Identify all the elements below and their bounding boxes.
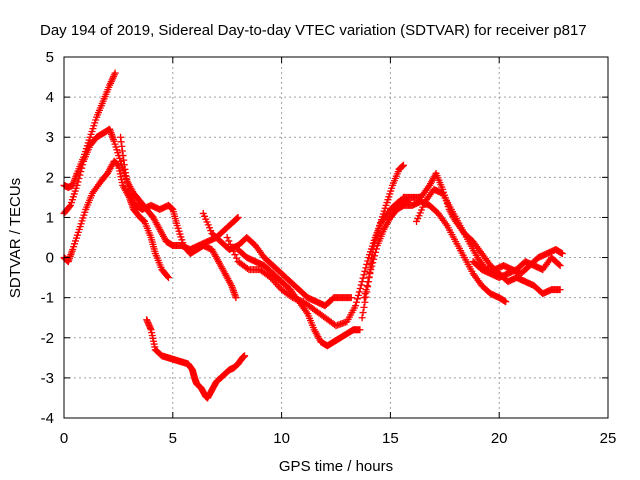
data-point xyxy=(359,309,367,317)
data-point xyxy=(362,286,370,294)
data-point xyxy=(243,264,251,272)
x-axis-label: GPS time / hours xyxy=(279,458,393,475)
data-point xyxy=(75,174,83,182)
data-point xyxy=(241,352,249,360)
data-point xyxy=(355,288,363,296)
data-point xyxy=(229,247,237,255)
data-point xyxy=(66,203,74,211)
y-tick-label: -3 xyxy=(41,370,54,387)
data-point xyxy=(164,274,172,282)
data-point xyxy=(352,302,360,310)
data-point xyxy=(366,270,374,278)
data-point xyxy=(78,164,86,172)
data-point xyxy=(399,161,407,169)
data-point xyxy=(223,234,231,241)
data-point xyxy=(371,252,379,260)
y-tick-label: -1 xyxy=(41,290,54,307)
data-point xyxy=(226,240,234,248)
data-point xyxy=(357,281,365,289)
data-point xyxy=(234,213,242,221)
data-point xyxy=(502,298,510,306)
data-point xyxy=(354,291,362,299)
data-point xyxy=(356,284,364,292)
y-axis-label: SDTVAR / TECUs xyxy=(7,178,24,298)
series-arc-12 xyxy=(469,254,564,282)
data-point xyxy=(76,171,84,179)
data-point xyxy=(361,267,369,275)
y-tick-label: 4 xyxy=(46,89,54,106)
y-tick-label: 1 xyxy=(46,209,54,226)
data-point xyxy=(353,295,361,303)
gridlines xyxy=(64,57,608,418)
data-point xyxy=(225,237,233,245)
data-point xyxy=(363,260,371,268)
data-point xyxy=(556,286,564,294)
x-axis-ticks: 0 5 10 15 20 25 xyxy=(60,57,617,447)
data-point xyxy=(111,69,119,77)
data-point xyxy=(79,161,87,169)
data-point xyxy=(370,255,378,263)
data-point xyxy=(368,262,376,270)
data-points xyxy=(60,69,566,402)
x-tick-label: 5 xyxy=(169,430,177,447)
y-tick-label: -4 xyxy=(41,410,54,427)
y-tick-label: 2 xyxy=(46,169,54,186)
y-tick-label: -2 xyxy=(41,330,54,347)
y-axis-ticks: -4 -3 -2 -1 0 1 2 3 4 5 xyxy=(41,49,608,427)
data-point xyxy=(363,282,371,290)
data-point xyxy=(74,178,82,186)
x-tick-label: 25 xyxy=(600,430,617,447)
data-point xyxy=(73,181,81,189)
data-point xyxy=(556,262,564,270)
x-tick-label: 10 xyxy=(273,430,290,447)
series-arc-13 xyxy=(143,316,249,402)
data-point xyxy=(365,274,373,282)
y-tick-label: 5 xyxy=(46,49,54,66)
data-point xyxy=(371,248,379,256)
data-point xyxy=(359,274,367,282)
chart-title: Day 194 of 2019, Sidereal Day-to-day VTE… xyxy=(40,22,587,39)
data-point xyxy=(77,168,85,176)
data-point xyxy=(233,254,241,262)
data-point xyxy=(347,294,355,302)
data-point xyxy=(360,303,368,311)
x-tick-label: 0 xyxy=(60,430,68,447)
data-point xyxy=(555,260,563,268)
data-point xyxy=(364,278,372,286)
data-point xyxy=(358,278,366,286)
series-arc-5 xyxy=(199,209,355,310)
data-point xyxy=(353,298,361,306)
data-point xyxy=(360,271,368,279)
data-point xyxy=(360,294,368,302)
x-tick-label: 15 xyxy=(382,430,399,447)
x-tick-label: 20 xyxy=(491,430,508,447)
data-point xyxy=(231,251,239,259)
data-point xyxy=(164,272,172,280)
data-point xyxy=(369,259,377,267)
data-point xyxy=(361,290,369,298)
data-point xyxy=(372,245,380,253)
series-arc-7 xyxy=(223,197,412,330)
y-tick-label: 3 xyxy=(46,129,54,146)
data-point xyxy=(358,314,366,322)
series-arc-4 xyxy=(117,133,240,302)
data-point xyxy=(356,326,364,334)
data-point xyxy=(232,294,240,302)
plot-frame xyxy=(63,56,609,419)
series-arc-9 xyxy=(360,197,510,306)
y-tick-label: 0 xyxy=(46,250,54,267)
data-point xyxy=(558,250,566,258)
data-point xyxy=(228,244,236,252)
data-point xyxy=(367,266,375,274)
